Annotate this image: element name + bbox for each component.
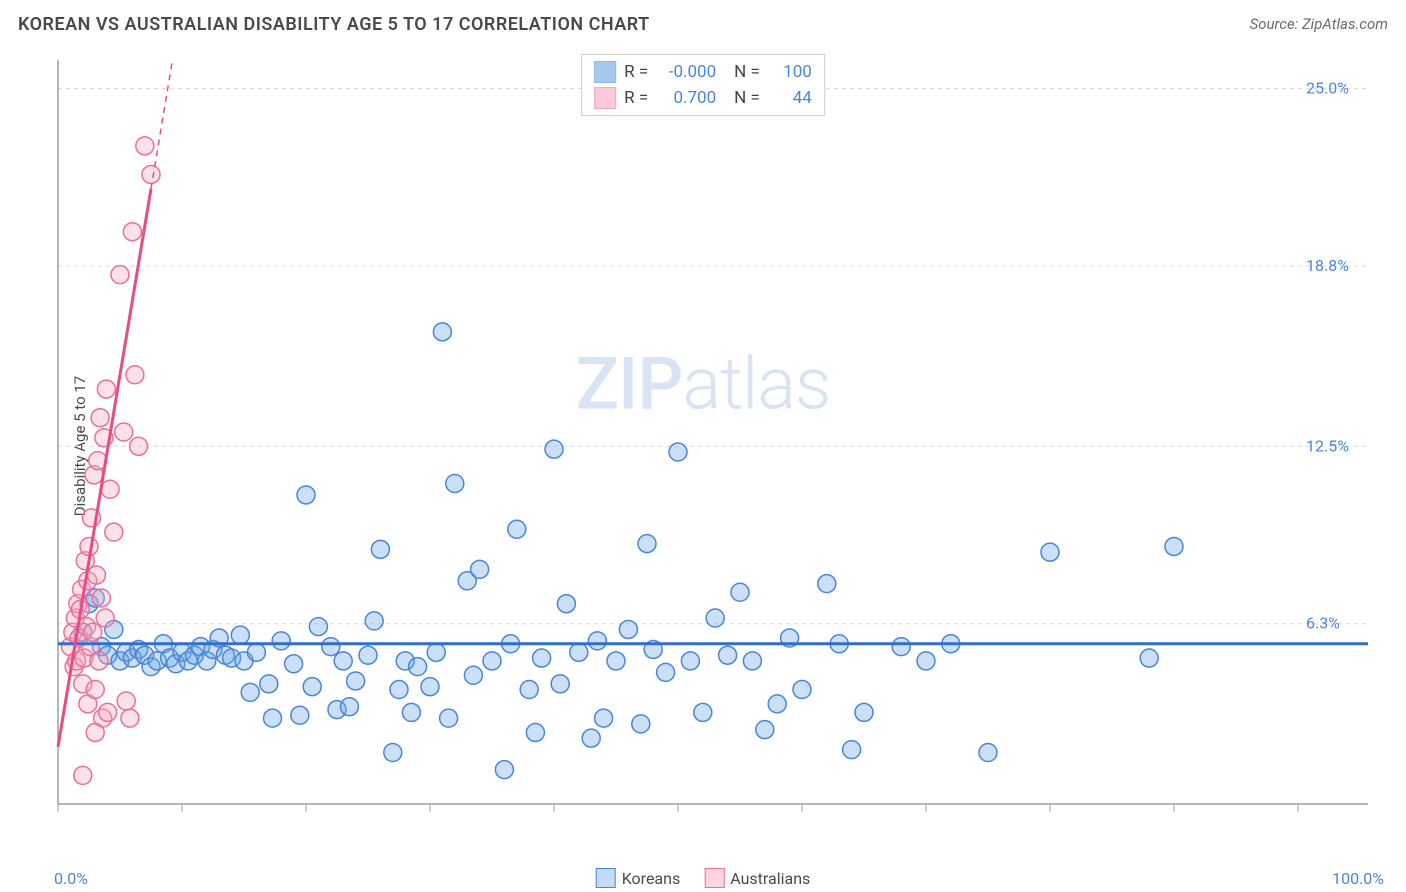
x-legend-item: Koreans [596, 868, 681, 888]
svg-text:18.8%: 18.8% [1306, 256, 1349, 275]
series-legend: Koreans Australians [596, 868, 811, 888]
x-legend-item: Australians [704, 868, 810, 888]
x-axis-max: 100.0% [1332, 869, 1384, 888]
scatter-plot: 6.3% 12.5% 18.8% 25.0% [48, 50, 1388, 844]
legend-n-label: N = [734, 62, 760, 82]
legend-n-label: N = [734, 88, 760, 108]
legend-label: Koreans [622, 869, 681, 888]
legend-n-value: 44 [768, 88, 812, 108]
source-label: Source: ZipAtlas.com [1250, 15, 1388, 33]
legend-r-value: -0.000 [656, 62, 716, 82]
legend-label: Australians [730, 869, 810, 888]
svg-text:6.3%: 6.3% [1306, 614, 1340, 633]
chart-title: KOREAN VS AUSTRALIAN DISABILITY AGE 5 TO… [18, 14, 650, 35]
legend-row-koreans: R = -0.000 N = 100 [594, 59, 812, 85]
legend-swatch [594, 61, 616, 83]
legend-r-label: R = [624, 62, 648, 82]
legend-r-label: R = [624, 88, 648, 108]
legend-swatch [594, 87, 616, 109]
svg-text:25.0%: 25.0% [1306, 79, 1349, 98]
svg-text:12.5%: 12.5% [1306, 436, 1349, 455]
legend-swatch [704, 868, 724, 888]
legend-row-australians: R = 0.700 N = 44 [594, 85, 812, 111]
legend-swatch [596, 868, 616, 888]
correlation-legend: R = -0.000 N = 100 R = 0.700 N = 44 [581, 54, 825, 116]
plot-area: 6.3% 12.5% 18.8% 25.0% [48, 50, 1388, 844]
legend-r-value: 0.700 [656, 88, 716, 108]
x-axis-min: 0.0% [54, 869, 88, 888]
legend-n-value: 100 [768, 62, 812, 82]
